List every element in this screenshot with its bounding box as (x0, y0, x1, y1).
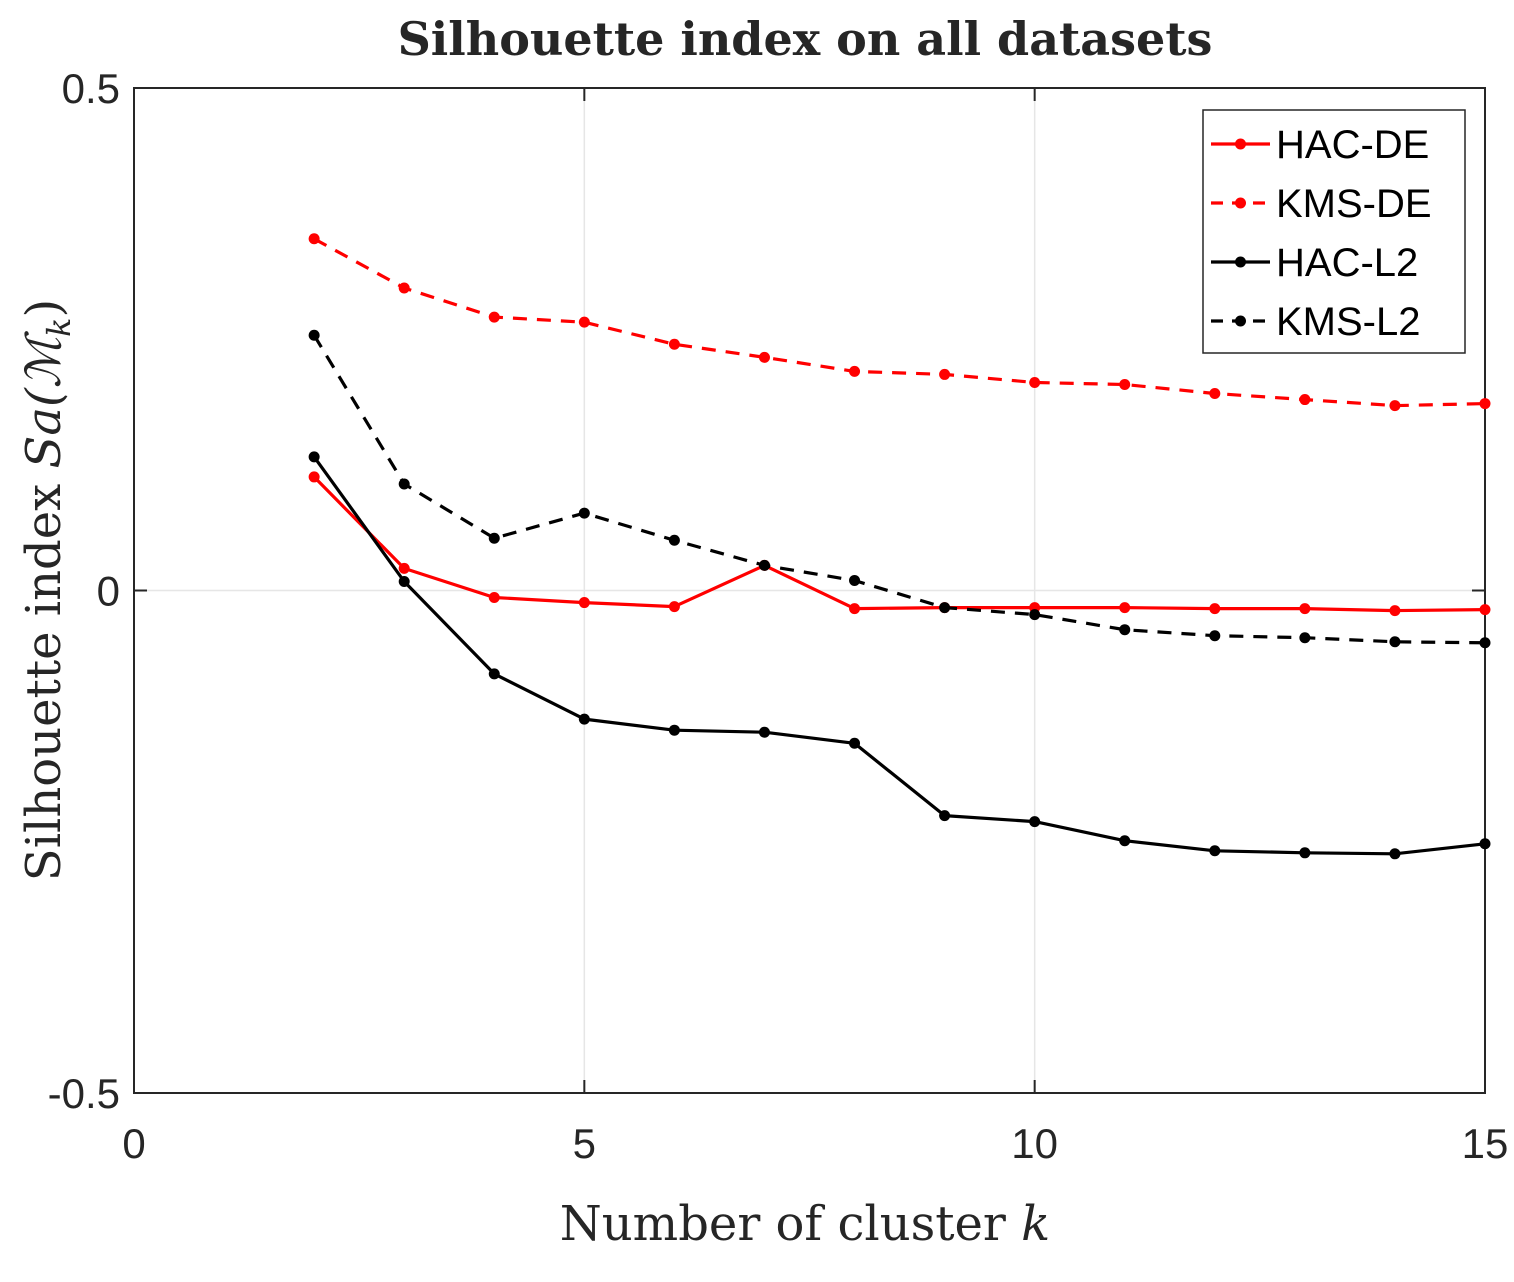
y-axis-label-close: ) (16, 299, 72, 318)
legend-label-hac-de: HAC-DE (1276, 123, 1429, 167)
y-axis-label-subscript: k (40, 318, 78, 337)
x-axis-label-variable: k (1021, 1196, 1050, 1252)
data-point-hac-l2 (939, 810, 951, 822)
legend-box (1202, 109, 1466, 354)
data-point-hac-l2 (1029, 816, 1041, 828)
data-point-hac-l2 (308, 451, 320, 463)
data-point-kms-de (668, 338, 680, 350)
series-line-kms-l2 (312, 334, 1486, 645)
legend-label-hac-l2: HAC-L2 (1276, 241, 1418, 285)
data-point-kms-l2 (1389, 636, 1401, 648)
data-point-hac-de (1479, 604, 1491, 616)
data-point-kms-de (398, 282, 410, 294)
x-axis-label-text: Number of cluster (560, 1196, 1006, 1252)
legend-entry-hac-de: HAC-DE (1211, 123, 1429, 167)
data-point-kms-l2 (1479, 637, 1491, 649)
legend-marker-hac-l2 (1235, 256, 1246, 268)
data-point-hac-de (849, 603, 861, 615)
legend-label-kms-de: KMS-DE (1276, 182, 1432, 226)
data-point-hac-de (308, 471, 320, 483)
data-point-hac-l2 (1389, 848, 1401, 860)
data-point-kms-de (578, 316, 590, 328)
series-group (308, 233, 1491, 860)
data-point-hac-l2 (1299, 847, 1311, 859)
legend-entry-kms-de: KMS-DE (1211, 182, 1432, 226)
axis-ticks: 0 5 10 15-0.500.5 (48, 65, 1509, 1167)
legend: HAC-DE KMS-DE HAC-L2 KMS-L2 (1202, 109, 1466, 354)
data-point-kms-de (488, 311, 500, 323)
data-point-hac-l2 (488, 668, 500, 680)
legend-marker-hac-de (1235, 138, 1246, 150)
data-point-hac-de (668, 601, 680, 613)
y-tick-label: -0.5 (48, 1070, 120, 1117)
data-point-kms-de (1389, 400, 1401, 412)
x-tick-label: 15 (1462, 1120, 1509, 1167)
data-point-kms-l2 (1119, 624, 1131, 636)
data-point-kms-l2 (939, 602, 951, 614)
data-point-hac-l2 (1479, 838, 1491, 850)
y-tick-label: 0.5 (62, 65, 120, 112)
data-point-hac-l2 (668, 724, 680, 736)
chart-title: Silhouette index on all datasets (398, 12, 1213, 66)
legend-marker-kms-de (1235, 197, 1246, 209)
series-line-hac-de (312, 475, 1486, 613)
data-point-hac-l2 (398, 575, 410, 587)
data-point-hac-de (1119, 602, 1131, 614)
x-axis-label: Number of cluster k (560, 1196, 1050, 1252)
legend-label-kms-l2: KMS-L2 (1276, 300, 1421, 344)
data-point-kms-de (758, 351, 770, 363)
legend-marker-kms-l2 (1235, 315, 1246, 327)
data-point-kms-l2 (398, 478, 410, 490)
series-hac-l2 (308, 451, 1491, 860)
data-point-kms-l2 (668, 534, 680, 546)
data-point-hac-l2 (578, 713, 590, 725)
data-point-kms-de (849, 365, 861, 377)
data-point-kms-l2 (1029, 609, 1041, 621)
series-kms-l2 (308, 329, 1491, 649)
data-point-kms-l2 (758, 559, 770, 571)
data-point-kms-de (1209, 388, 1221, 400)
data-point-hac-de (578, 597, 590, 609)
data-point-hac-l2 (1209, 845, 1221, 857)
data-point-kms-de (1119, 378, 1131, 390)
data-point-kms-l2 (578, 507, 590, 519)
data-point-hac-l2 (758, 726, 770, 738)
data-point-kms-de (939, 368, 951, 380)
data-point-kms-de (1299, 394, 1311, 406)
data-point-kms-l2 (1299, 632, 1311, 644)
y-axis-label-math: Sa(ℳ (16, 330, 72, 468)
y-tick-label: 0 (97, 568, 120, 615)
y-axis-label-text: Silhouette index (16, 484, 72, 881)
series-kms-de (308, 233, 1491, 412)
data-point-kms-l2 (488, 532, 500, 544)
data-point-hac-de (1389, 605, 1401, 617)
series-line-kms-de (313, 237, 1486, 408)
legend-entry-hac-l2: HAC-L2 (1211, 241, 1418, 285)
data-point-hac-de (398, 562, 410, 574)
legend-entry-kms-l2: KMS-L2 (1211, 300, 1421, 344)
x-tick-label: 5 (573, 1120, 596, 1167)
y-axis-label: Silhouette index Sa(ℳk) (16, 299, 78, 881)
x-tick-label: 0 (122, 1120, 145, 1167)
data-point-kms-de (1479, 398, 1491, 410)
data-point-kms-de (1029, 376, 1041, 388)
data-point-hac-de (488, 592, 500, 604)
data-point-hac-l2 (849, 737, 861, 749)
data-point-kms-l2 (849, 574, 861, 586)
x-tick-label: 10 (1011, 1120, 1058, 1167)
data-point-kms-l2 (308, 329, 320, 341)
series-line-hac-l2 (312, 455, 1486, 856)
data-point-kms-l2 (1209, 630, 1221, 642)
data-point-hac-l2 (1119, 835, 1131, 847)
data-point-hac-de (1209, 603, 1221, 615)
y-axis-label-group: Silhouette index Sa(ℳk) (16, 299, 78, 881)
data-point-hac-de (1299, 603, 1311, 615)
data-point-kms-de (308, 233, 320, 245)
